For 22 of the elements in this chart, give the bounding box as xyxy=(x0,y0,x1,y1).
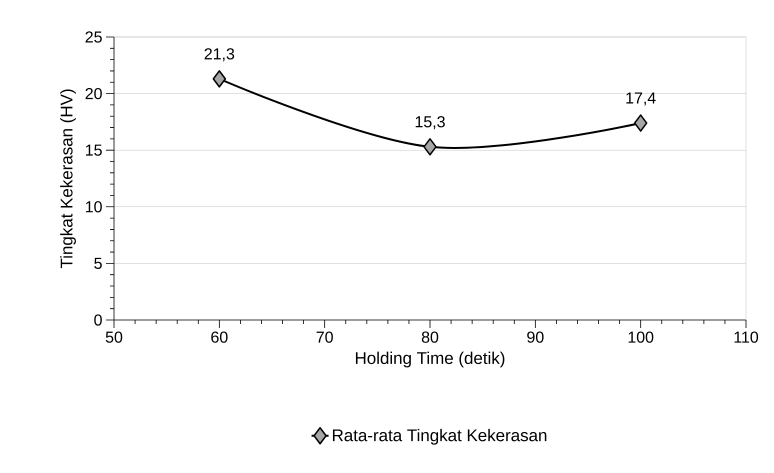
point xyxy=(423,138,437,156)
y-tick-label: 0 xyxy=(94,314,102,326)
data-label: 15,3 xyxy=(416,116,445,130)
y-tick-label: 25 xyxy=(86,31,102,43)
x-axis-title: Holding Time (detik) xyxy=(356,352,504,368)
y-tick-label: 20 xyxy=(86,88,102,100)
x-tick-label: 60 xyxy=(211,332,228,343)
data-label: 17,4 xyxy=(626,92,656,106)
x-tick-label: 110 xyxy=(734,332,758,343)
y-axis-title: Tingkat Kekerasan (HV) xyxy=(60,90,76,268)
legend-label: Rata-rata Tingkat Kekerasan xyxy=(332,428,546,445)
data-label: 21,3 xyxy=(204,48,234,62)
point xyxy=(212,70,226,88)
x-tick-label: 100 xyxy=(628,332,654,343)
x-tick-label: 50 xyxy=(106,332,122,343)
y-tick-label: 15 xyxy=(86,144,102,156)
x-tick-label: 80 xyxy=(422,332,438,343)
x-tick-label: 70 xyxy=(316,332,333,343)
y-tick-label: 5 xyxy=(94,258,102,269)
y-tick-label: 10 xyxy=(86,201,102,212)
x-tick-label: 90 xyxy=(527,332,544,343)
point xyxy=(634,114,648,132)
